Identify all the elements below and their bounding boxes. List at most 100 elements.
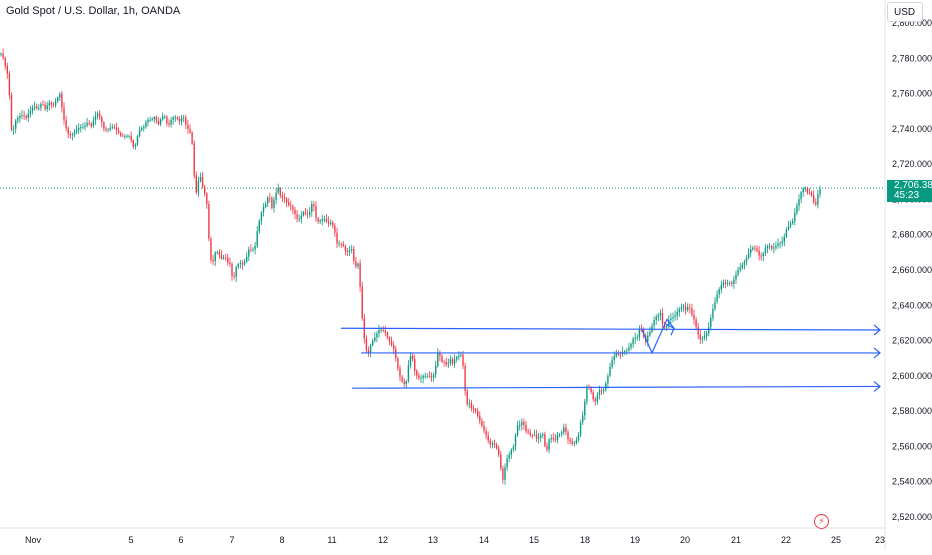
horizontal-ray[interactable] (351, 385, 881, 389)
candle-body (777, 243, 779, 246)
candle-body (405, 381, 407, 385)
candle-body (317, 218, 319, 222)
candles-series[interactable] (0, 48, 821, 485)
candle-body (666, 326, 668, 328)
candle-body (199, 176, 202, 182)
candle-body (579, 422, 582, 436)
candle-body (531, 434, 533, 436)
candle-body (206, 193, 208, 204)
candle-body (319, 220, 321, 222)
candle-body (672, 317, 674, 319)
candle-body (655, 316, 657, 320)
time-axis[interactable]: Nov 5 6 7 8 11 12 13 14 15 18 19 20 21 22 25 23 (25, 535, 885, 545)
lightning-icon[interactable]: ⚡ (814, 514, 829, 529)
candle-body (369, 345, 372, 353)
candle-body (315, 206, 317, 219)
x-tick-label: 13 (428, 535, 438, 545)
candle-body (201, 176, 204, 187)
candle-body (720, 285, 722, 290)
candle-body (12, 128, 15, 130)
price-axis[interactable]: 2,520.000 2,540.000 2,560.000 2,580.000 2,60… (892, 18, 932, 522)
y-tick-label: 2,680.000 (892, 230, 932, 240)
x-tick-label: 25 (831, 535, 841, 545)
x-tick-label: 18 (580, 535, 590, 545)
candle-body (197, 181, 200, 193)
candle-body (703, 336, 706, 339)
candle-body (311, 204, 313, 213)
candle-body (747, 252, 750, 258)
candle-body (54, 101, 57, 105)
drawings-layer[interactable] (340, 318, 881, 392)
candle-body (422, 375, 424, 379)
x-tick-label: 7 (229, 535, 234, 545)
candle-body (649, 331, 651, 336)
candle-body (380, 329, 382, 331)
candle-body (357, 263, 359, 267)
candle-body (596, 394, 599, 402)
candle-body (504, 467, 506, 480)
candle-body (508, 454, 510, 459)
candle-body (50, 102, 53, 105)
candle-body (449, 359, 452, 363)
candle-body (193, 143, 195, 176)
candle-body (600, 390, 603, 392)
candle-body (817, 194, 819, 205)
candle-body (611, 359, 613, 367)
candle-body (113, 127, 116, 128)
candle-body (626, 350, 628, 352)
x-tick-label: 6 (178, 535, 183, 545)
candle-body (107, 129, 109, 131)
candle-body (481, 420, 483, 426)
candle-body (235, 266, 237, 277)
candle-body (445, 361, 447, 365)
x-tick-label: 20 (680, 535, 690, 545)
candle-body (584, 401, 586, 416)
candle-body (487, 435, 489, 441)
candle-body (67, 128, 69, 134)
candle-body (762, 253, 764, 257)
candle-body (718, 289, 720, 295)
candle-body (321, 218, 323, 221)
candle-body (781, 241, 783, 244)
candle-body (638, 328, 641, 338)
candle-body (573, 443, 575, 444)
candle-body (470, 403, 473, 409)
candle-body (491, 443, 494, 445)
candle-body (208, 203, 210, 239)
candle-body (48, 102, 50, 106)
candle-body (523, 421, 525, 425)
projection-path[interactable] (641, 318, 675, 355)
candle-body (705, 333, 708, 337)
candle-body (697, 326, 699, 335)
candle-body (708, 327, 710, 334)
candle-body (451, 359, 454, 364)
candle-body (386, 332, 389, 338)
candle-body (361, 286, 363, 319)
candle-body (510, 449, 512, 455)
candle-body (246, 256, 248, 262)
candle-body (474, 409, 477, 411)
candle-body (271, 198, 273, 209)
y-tick-label: 2,540.000 (892, 477, 932, 487)
candle-body (147, 120, 149, 123)
horizontal-ray[interactable] (340, 327, 881, 331)
currency-selector[interactable]: USD (887, 2, 923, 22)
candle-body (514, 435, 517, 447)
x-tick-label: 21 (731, 535, 741, 545)
candle-body (46, 105, 48, 110)
candle-body (101, 117, 103, 123)
candle-body (195, 175, 197, 193)
candle-body (760, 255, 762, 257)
candle-body (23, 115, 25, 117)
x-tick-label: 11 (327, 535, 336, 545)
candle-body (342, 244, 344, 247)
candle-body (149, 120, 151, 121)
candle-body (544, 434, 546, 447)
candle-body (92, 120, 95, 127)
candle-body (296, 214, 298, 219)
y-tick-label: 2,520.000 (892, 512, 932, 522)
candle-body (577, 435, 580, 441)
candle-body (764, 248, 767, 254)
